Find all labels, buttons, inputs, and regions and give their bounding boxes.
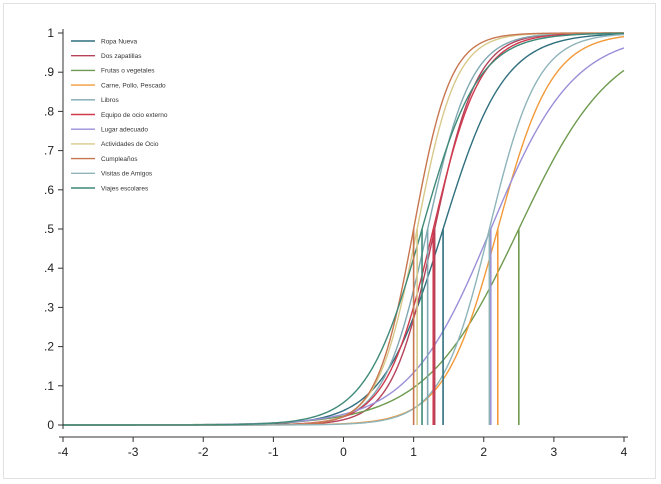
legend-entry: Equipo de ocio externo (101, 112, 168, 119)
x-tick-label: 0 (340, 445, 347, 459)
x-tick-label: 2 (480, 445, 487, 459)
chart-frame: Ropa Nueva Dos zapatillas Frutas o vegetal… (3, 3, 656, 479)
x-tick-label: -1 (268, 445, 279, 459)
series-line (63, 32, 624, 426)
series-line (63, 32, 624, 426)
y-tick-label: .3 (44, 300, 54, 314)
legend-entry: Viajes escolares (101, 185, 149, 192)
y-tick-label: .7 (44, 144, 54, 158)
y-tick-label: .1 (44, 379, 54, 393)
x-tick-label: 3 (551, 445, 558, 459)
axes: 0 .1 .2 .3 .4 .5 .6 .7 .8 .9 1 -4 -3 -2 -1 0 1 2 3 4 (44, 26, 628, 459)
chart-svg: Ropa Nueva Dos zapatillas Frutas o vegetal… (44, 26, 628, 459)
midpoint-lines (412, 229, 520, 425)
y-tick-label: 1 (47, 26, 54, 40)
legend-entry: Libros (101, 97, 119, 104)
y-tick-label: .6 (44, 183, 54, 197)
legend-entry: Cumpleaños (101, 156, 138, 163)
y-tick-label: .4 (44, 261, 54, 275)
x-tick-label: 4 (621, 445, 628, 459)
series-line (63, 32, 624, 426)
legend-entry: Actividades de Ocio (101, 141, 159, 148)
curves (63, 32, 625, 426)
y-tick-label: .9 (44, 65, 54, 79)
series-line (63, 32, 625, 426)
x-tick-label: -3 (128, 445, 139, 459)
legend-entry: Ropa Nueva (101, 38, 138, 45)
legend: Ropa Nueva Dos zapatillas Frutas o vegetal… (71, 38, 168, 192)
series-line (63, 47, 625, 426)
series-line (63, 32, 625, 426)
y-tick-label: .5 (44, 222, 54, 236)
legend-entry: Frutas o vegetales (101, 68, 155, 75)
legend-entry: Lugar adecuado (101, 127, 148, 134)
series-line (63, 32, 625, 426)
x-tick-label: -2 (198, 445, 209, 459)
legend-entry: Dos zapatillas (101, 53, 142, 60)
x-tick-label: -4 (58, 445, 69, 459)
series-line (63, 33, 625, 426)
legend-entry: Visitas de Amigos (101, 171, 153, 178)
y-tick-label: 0 (47, 418, 54, 432)
y-tick-label: .8 (44, 104, 54, 118)
y-tick-label: .2 (44, 340, 54, 354)
legend-entry: Carne, Pollo, Pescado (101, 82, 166, 89)
x-tick-label: 1 (410, 445, 417, 459)
series-line (63, 33, 625, 426)
series-line (63, 35, 625, 426)
